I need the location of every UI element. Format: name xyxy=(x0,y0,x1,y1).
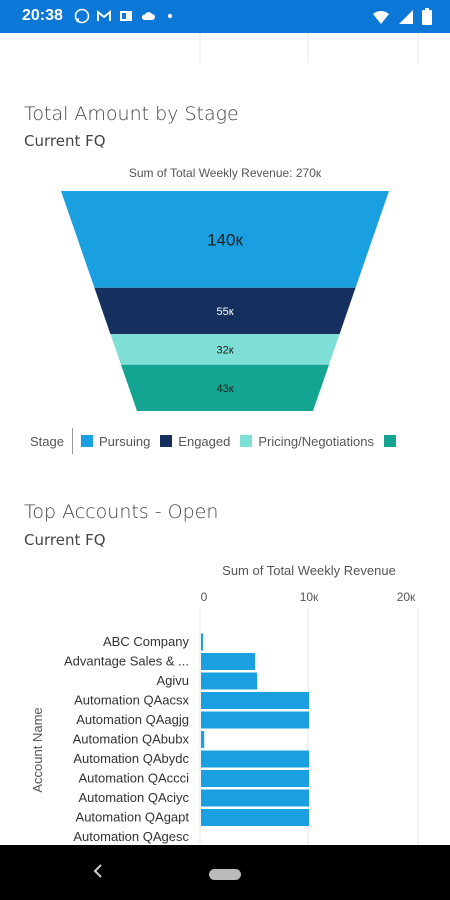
accounts-section-title: Top Accounts - Open xyxy=(24,501,219,523)
y-tick-label: Automation QAciyc xyxy=(78,790,189,805)
funnel-data-label: 32к xyxy=(216,344,233,356)
legend-swatch xyxy=(160,435,173,447)
outlook-icon xyxy=(118,8,134,24)
y-tick-label: Automation QAbydc xyxy=(73,751,189,766)
navigation-bar xyxy=(0,845,450,900)
back-icon[interactable] xyxy=(92,863,104,884)
funnel-segment-shape[interactable] xyxy=(110,334,340,365)
legend-item-closing[interactable] xyxy=(383,435,402,447)
bar[interactable] xyxy=(201,672,258,690)
funnel-segment-closing[interactable]: 43к xyxy=(121,364,329,411)
y-tick-label: Automation QAccci xyxy=(78,771,189,786)
funnel-data-label: 140к xyxy=(207,230,243,249)
y-tick-label: Automation QAgapt xyxy=(76,810,190,825)
funnel-section-title: Total Amount by Stage xyxy=(24,103,239,125)
bar[interactable] xyxy=(201,711,309,729)
funnel-chart[interactable]: 140к 55к 32к 43к xyxy=(0,191,450,416)
legend-item-pursuing[interactable]: Pursuing xyxy=(80,433,151,449)
y-tick-label: Agivu xyxy=(156,673,189,688)
y-tick-label: Automation QAgesc xyxy=(73,829,189,844)
dot-icon xyxy=(162,8,178,24)
bar[interactable] xyxy=(201,809,309,826)
legend-swatch xyxy=(240,435,253,447)
bar[interactable] xyxy=(201,770,309,787)
legend-item-engaged[interactable]: Engaged xyxy=(160,434,230,449)
whatsapp-icon xyxy=(74,8,90,24)
previous-chart-gridlines xyxy=(199,33,419,63)
funnel-segment-pursuing[interactable]: 140к xyxy=(61,191,389,288)
battery-icon xyxy=(422,8,432,30)
signal-icon xyxy=(398,9,414,30)
funnel-segment-shape[interactable] xyxy=(61,191,389,288)
funnel-section-subtitle: Current FQ xyxy=(24,132,106,150)
wifi-icon xyxy=(372,9,390,30)
dashboard-content[interactable]: Total Amount by Stage Current FQ Sum of … xyxy=(0,33,450,845)
bar[interactable] xyxy=(201,653,255,670)
y-tick-label: Automation QAbubx xyxy=(73,732,190,747)
funnel-data-label: 55к xyxy=(216,306,233,318)
bar[interactable] xyxy=(201,633,203,651)
legend-label: Pricing/Negotiations xyxy=(258,433,374,449)
legend-item-pricing[interactable]: Pricing/Negotiations xyxy=(240,434,374,449)
y-tick-label: Advantage Sales & ... xyxy=(64,654,189,669)
x-tick-label: 10к xyxy=(300,590,319,604)
funnel-segment-shape[interactable] xyxy=(94,287,356,334)
y-tick-label: ABC Company xyxy=(103,634,189,649)
funnel-chart-caption: Sum of Total Weekly Revenue: 270к xyxy=(128,166,322,180)
bar[interactable] xyxy=(201,789,309,807)
legend-label: Pursuing xyxy=(98,433,151,449)
gmail-icon xyxy=(96,8,112,24)
legend-title: Stage xyxy=(30,433,64,449)
bar[interactable] xyxy=(201,731,205,748)
accounts-bar-chart[interactable]: Sum of Total Weekly Revenue 0 10к 20к Accoun… xyxy=(0,558,450,845)
y-axis-title: Account Name xyxy=(30,707,45,792)
funnel-segment-engaged[interactable]: 55к xyxy=(94,287,356,334)
funnel-legend: Stage Pursuing Engaged Pricing/Negotiati… xyxy=(30,428,412,454)
cloud-icon xyxy=(140,8,156,24)
home-button[interactable] xyxy=(209,869,241,880)
funnel-segment-shape[interactable] xyxy=(121,364,329,411)
funnel-data-label: 43к xyxy=(216,383,233,395)
status-bar: 20:38 xyxy=(0,0,450,33)
x-tick-label: 0 xyxy=(201,590,208,604)
system-icons xyxy=(372,8,432,30)
y-tick-label: Automation QAacsx xyxy=(74,693,189,708)
legend-label: Engaged xyxy=(178,433,231,449)
bar[interactable] xyxy=(201,692,309,709)
legend-swatch xyxy=(383,435,396,447)
funnel-segment-pricing-negotiations[interactable]: 32к xyxy=(110,334,340,365)
x-axis-title: Sum of Total Weekly Revenue xyxy=(222,563,396,578)
notification-icons xyxy=(74,8,178,24)
legend-swatch xyxy=(80,435,93,447)
bar[interactable] xyxy=(201,750,309,768)
x-tick-label: 20к xyxy=(397,590,416,604)
y-tick-label: Automation QAagjg xyxy=(76,712,189,727)
accounts-section-subtitle: Current FQ xyxy=(24,531,106,549)
status-time: 20:38 xyxy=(22,7,63,24)
legend-separator xyxy=(71,428,73,454)
